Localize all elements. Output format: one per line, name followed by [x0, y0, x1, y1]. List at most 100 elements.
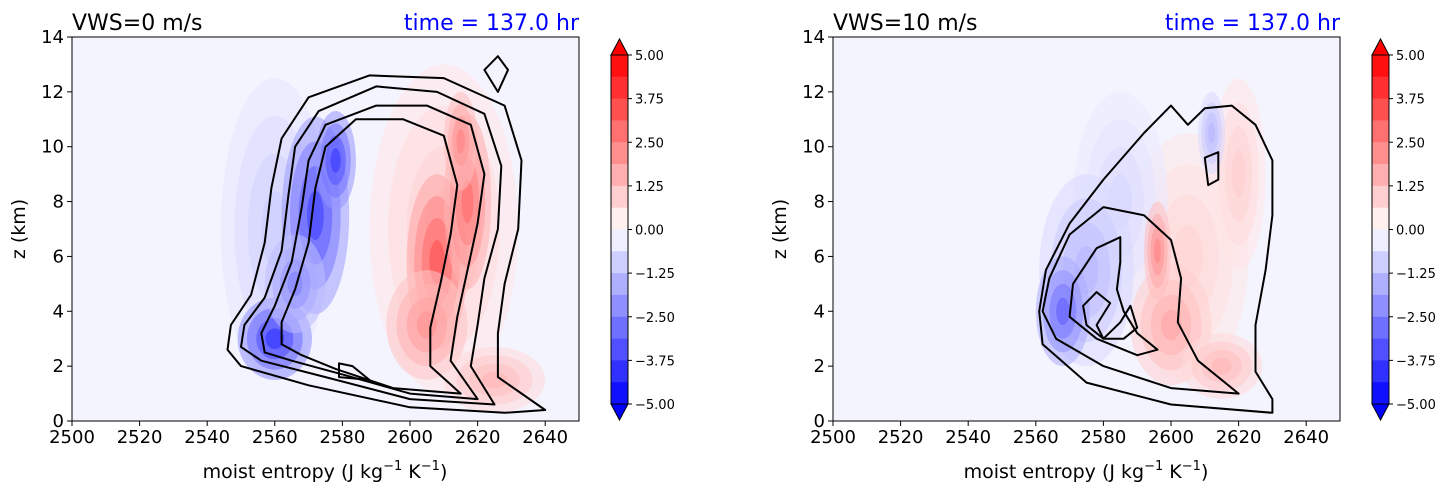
- x-tick-label: 2600: [387, 427, 433, 448]
- y-axis-ticks: 0 2 4 6 8 10 12 14: [41, 27, 72, 432]
- y-tick-label: 2: [814, 356, 825, 377]
- plot-frame: [832, 36, 1341, 422]
- colorbar-band: [1372, 316, 1389, 340]
- y-tick-label: 12: [41, 82, 64, 103]
- plot-frame: [71, 36, 580, 422]
- colorbar-band: [1372, 76, 1389, 100]
- colorbar-band: [1372, 120, 1389, 143]
- x-axis-ticks: 2500 2520 2540 2560 2580 2600 2620 2640: [49, 421, 568, 448]
- y-axis-label: z (km): [8, 199, 30, 259]
- colorbar-band: [611, 338, 628, 361]
- contour-line: [1203, 151, 1220, 187]
- x-tick-label: 2640: [1283, 427, 1329, 448]
- colorbar-tick-label: −3.75: [1396, 354, 1436, 369]
- contour-line: [483, 55, 509, 93]
- colorbar-band: [611, 142, 628, 165]
- contour-lines: [1038, 104, 1274, 414]
- y-tick-label: 6: [53, 246, 64, 267]
- x-axis-label: moist entropy (J kg−1 K−1): [203, 459, 448, 483]
- x-tick-label: 2520: [117, 427, 163, 448]
- field-blob: [1056, 297, 1070, 325]
- colorbar-min-extension: [1371, 403, 1390, 422]
- colorbar-tick-label: 1.25: [635, 180, 664, 195]
- x-tick-label: 2540: [184, 427, 230, 448]
- y-tick-label: 0: [53, 411, 64, 432]
- colorbar-band: [611, 207, 628, 230]
- x-tick-label: 2580: [1080, 427, 1126, 448]
- x-tick-label: 2500: [810, 427, 856, 448]
- colorbar-tick-label: 0.00: [635, 224, 664, 239]
- colorbar-band: [611, 294, 628, 318]
- x-tick-label: 2580: [319, 427, 365, 448]
- colorbar-band: [611, 360, 628, 383]
- colorbar-band: [611, 76, 628, 100]
- panel-title: VWS=10 m/s: [833, 11, 978, 36]
- x-tick-label: 2560: [252, 427, 298, 448]
- colorbar-tick-label: 0.00: [1396, 224, 1425, 239]
- colorbar-band: [1372, 185, 1389, 209]
- colorbar-band: [611, 382, 628, 405]
- field-blob: [1208, 122, 1215, 144]
- colorbar-band: [611, 185, 628, 209]
- colorbar-tick-label: 2.50: [635, 136, 664, 151]
- contour-line: [240, 85, 503, 406]
- colorbar-band: [611, 251, 628, 274]
- colorbar-band: [611, 316, 628, 340]
- field-blob: [1160, 309, 1182, 341]
- field-blob: [461, 179, 474, 224]
- field-blob: [265, 328, 285, 350]
- colorbar-tick-label: −1.25: [635, 267, 675, 282]
- y-tick-label: 0: [814, 411, 825, 432]
- y-tick-label: 14: [802, 27, 825, 48]
- x-tick-label: 2560: [1013, 427, 1059, 448]
- colorbar-min-extension: [610, 403, 629, 422]
- colorbar-band: [1372, 55, 1389, 78]
- colorbar-tick-label: −5.00: [635, 398, 675, 413]
- field-blob: [456, 128, 465, 154]
- colorbar-band: [611, 98, 628, 121]
- x-axis-label: moist entropy (J kg−1 K−1): [964, 459, 1209, 483]
- field-blob: [1211, 357, 1232, 375]
- colorbar-band: [1372, 142, 1389, 165]
- colorbar-band: [1372, 360, 1389, 383]
- colorbar-band: [1372, 98, 1389, 121]
- panel-time-label: time = 137.0 hr: [404, 11, 580, 36]
- colorbar-band: [1372, 251, 1389, 274]
- x-axis-ticks: 2500 2520 2540 2560 2580 2600 2620 2640: [810, 421, 1329, 448]
- colorbar-band: [1372, 273, 1389, 296]
- colorbar-tick-label: −1.25: [1396, 267, 1436, 282]
- y-tick-label: 10: [41, 137, 64, 158]
- field-blob: [481, 371, 508, 389]
- contour-lines: [226, 55, 547, 414]
- contour-line: [1038, 104, 1274, 414]
- colorbar-tick-label: 5.00: [1396, 49, 1425, 64]
- contour-line: [1041, 206, 1240, 395]
- x-tick-label: 2620: [455, 427, 501, 448]
- field-blob: [1231, 150, 1246, 199]
- colorbar-band: [1372, 229, 1389, 252]
- panel-time-label: time = 137.0 hr: [1165, 11, 1341, 36]
- y-tick-label: 12: [802, 82, 825, 103]
- x-tick-label: 2540: [945, 427, 991, 448]
- colorbar-band: [611, 55, 628, 78]
- y-tick-label: 6: [814, 246, 825, 267]
- colorbar-band: [611, 229, 628, 252]
- y-tick-label: 4: [53, 301, 64, 322]
- y-tick-label: 10: [802, 137, 825, 158]
- colorbar-band: [1372, 294, 1389, 318]
- y-axis-ticks: 0 2 4 6 8 10 12 14: [802, 27, 833, 432]
- colorbar-tick-label: −3.75: [635, 354, 675, 369]
- colorbar-tick-label: 5.00: [635, 49, 664, 64]
- x-tick-label: 2620: [1216, 427, 1262, 448]
- colorbar-max-extension: [610, 37, 629, 56]
- colorbar-tick-label: 3.75: [1396, 93, 1425, 108]
- colorbar-tick-label: −2.50: [1396, 311, 1436, 326]
- colorbar-tick-label: 2.50: [1396, 136, 1425, 151]
- field-blob: [330, 148, 341, 173]
- x-tick-label: 2640: [522, 427, 568, 448]
- left-panel: 2500 2520 2540 2560 2580 2600 2620 2640 0 2 4 6 8 10…: [8, 11, 675, 483]
- field-blob: [287, 271, 303, 297]
- colorbar-band: [1372, 338, 1389, 361]
- colorbar: 5.00 3.75 2.50 1.25 0.00 −1.25 −2.50 −3.75 −5.00: [610, 37, 675, 422]
